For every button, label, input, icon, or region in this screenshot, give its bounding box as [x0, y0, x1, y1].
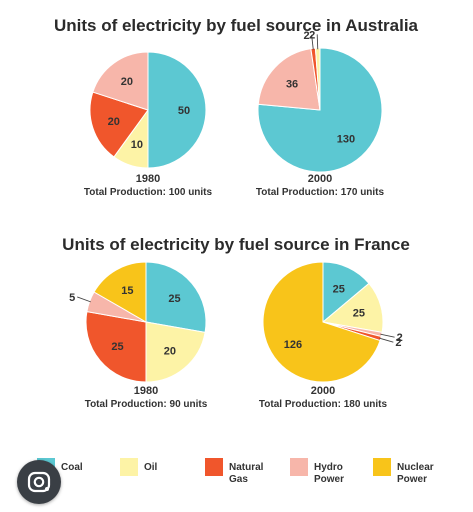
- legend-swatch: [373, 458, 391, 476]
- slice-value-label: 126: [284, 339, 302, 351]
- legend-label: Gas: [229, 474, 248, 485]
- slice-value-label: 25: [168, 293, 180, 305]
- legend-label: Natural: [229, 462, 264, 473]
- slice-value-label: 50: [178, 105, 190, 117]
- legend-item: Oil: [120, 458, 158, 476]
- leader-line: [380, 333, 395, 338]
- slice-value-label: 130: [337, 133, 355, 145]
- leader-line: [316, 34, 319, 50]
- slice-value-label: 20: [164, 345, 176, 357]
- pie-slice: [321, 282, 384, 333]
- pie-slice: [145, 321, 206, 383]
- title-australia: Units of electricity by fuel source in A…: [54, 16, 419, 35]
- leader-line: [77, 296, 91, 303]
- pie-total-caption: Total Production: 180 units: [259, 399, 388, 410]
- legend-label: Nuclear: [397, 462, 434, 473]
- pie-slice: [89, 91, 149, 158]
- pie-charts: 50 10 20 20 1980 Total Production: 100 units 1…: [69, 29, 403, 410]
- pie-total-caption: Total Production: 90 units: [85, 399, 208, 410]
- google-lens-icon[interactable]: [17, 460, 61, 504]
- pie-chart: 25 25 22 126 2000 Total Production: 180 units: [259, 261, 403, 410]
- leader-line: [379, 337, 394, 343]
- pie-slice: [322, 261, 370, 324]
- pie-year: 2000: [311, 385, 335, 397]
- pie-total-caption: Total Production: 170 units: [256, 187, 385, 198]
- legend-label: Power: [314, 474, 344, 485]
- legend-swatch: [205, 458, 223, 476]
- slice-value-label: 20: [121, 76, 133, 88]
- slice-value-label: 25: [333, 283, 345, 295]
- pie-slice: [93, 261, 147, 323]
- slice-value-label: 36: [286, 79, 298, 91]
- slice-value-label: 25: [353, 307, 365, 319]
- lens-glyph-icon: [27, 471, 51, 493]
- pie-year: 1980: [136, 173, 160, 185]
- pie-chart: 50 10 20 20 1980 Total Production: 100 units: [84, 51, 213, 198]
- slice-value-label: 10: [131, 139, 143, 151]
- pie-year: 1980: [134, 385, 158, 397]
- pie-slice: [147, 51, 207, 169]
- slice-value-label: 2: [395, 337, 401, 349]
- title-france: Units of electricity by fuel source in F…: [62, 235, 410, 254]
- legend-label: Oil: [144, 462, 158, 473]
- legend-swatch: [290, 458, 308, 476]
- pie-year: 2000: [308, 173, 332, 185]
- pie-slice: [92, 51, 149, 111]
- slice-value-label: 25: [111, 341, 123, 353]
- pie-chart: 130 36 2 2 2000 Total Production: 170 units: [256, 29, 385, 198]
- slice-value-label: 2: [304, 30, 310, 42]
- legend-swatch: [120, 458, 138, 476]
- pie-chart: 25 20 25 5 15 1980 Total Production: 90 units: [69, 261, 208, 410]
- legend-label: Hydro: [314, 462, 343, 473]
- legend-label: Coal: [61, 462, 83, 473]
- legend-label: Power: [397, 474, 427, 485]
- pie-slice: [262, 261, 381, 383]
- pie-total-caption: Total Production: 100 units: [84, 187, 213, 198]
- slice-value-label: 2: [309, 29, 315, 41]
- slice-value-label: 5: [69, 292, 75, 304]
- pie-slice: [145, 261, 207, 333]
- slice-value-label: 2: [397, 332, 403, 344]
- slice-value-label: 15: [121, 285, 133, 297]
- pie-slice: [85, 311, 147, 383]
- leader-line: [311, 34, 314, 50]
- slice-value-label: 20: [108, 116, 120, 128]
- pie-slice: [257, 48, 321, 111]
